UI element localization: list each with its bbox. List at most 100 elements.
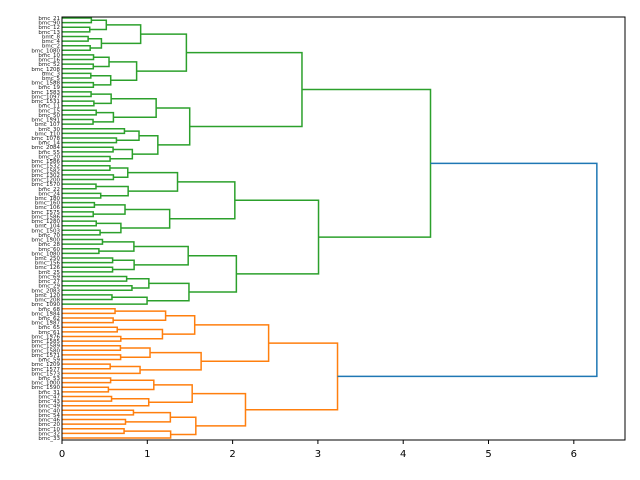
dendrogram-link xyxy=(162,314,196,335)
dendrogram-link xyxy=(186,51,303,128)
dendrogram-link xyxy=(62,155,111,162)
dendrogram-link xyxy=(62,354,122,361)
dendrogram-link xyxy=(62,201,96,208)
leaf-label: bmc_27 xyxy=(38,279,60,285)
root-link xyxy=(337,162,598,378)
dendrogram-link xyxy=(62,266,114,273)
dendrogram-link xyxy=(301,88,432,238)
dendrogram-link xyxy=(110,148,134,160)
leaf-label: bmc_33 xyxy=(38,436,60,442)
dendrogram-link xyxy=(148,384,193,403)
dendrogram-link xyxy=(245,342,339,411)
leaf-label: bmc_1580 xyxy=(31,348,60,354)
dendrogram-link xyxy=(62,294,113,301)
dendrogram-link xyxy=(125,411,172,423)
leaf-label: bmc_1586 xyxy=(31,214,60,220)
leaf-label: bmc_15 xyxy=(38,108,60,114)
leaf-label: bmc_1532 xyxy=(31,164,60,170)
dendrogram-link xyxy=(62,109,97,116)
dendrogram-link xyxy=(116,130,140,142)
leaf-label: bmc_12 xyxy=(38,25,60,31)
dendrogram-link xyxy=(62,63,95,70)
dendrogram-link xyxy=(113,310,167,322)
dendrogram-link xyxy=(62,183,97,190)
leaf-label: bmc_46 xyxy=(38,418,60,424)
dendrogram-link xyxy=(93,56,110,68)
leaf-label: bmc_1531 xyxy=(31,99,60,105)
leaf-label: bmc_1090 xyxy=(31,302,60,308)
leaf-label: bmc_107 xyxy=(35,122,61,128)
leaf-label: bmc_49 xyxy=(38,404,60,410)
leaf-label: bmc_1584 xyxy=(31,311,60,317)
dendrogram-link xyxy=(62,296,148,305)
dendrogram-link xyxy=(62,335,122,342)
dendrogram-link xyxy=(62,137,118,144)
leaf-label: bmc_40 xyxy=(38,408,60,414)
x-tick-label: 5 xyxy=(485,449,491,460)
x-tick-label: 2 xyxy=(229,449,235,460)
leaf-label: bmc_50 xyxy=(38,113,60,119)
dendrogram-link xyxy=(62,409,135,416)
dendrogram-link xyxy=(62,398,150,407)
leaf-label: bmc_1097 xyxy=(31,94,60,100)
dendrogram-link xyxy=(188,254,238,293)
leaf-label: bmc_1590 xyxy=(31,385,60,391)
leaf-label: bmc_1577 xyxy=(31,367,60,373)
leaf-label: bmc_1583 xyxy=(31,90,60,96)
leaf-label: bmc_19 xyxy=(38,85,60,91)
leaf-labels: bmc_21bmc_90bmc_12bmc_13bmc_8bmc_4bmc_2b… xyxy=(31,16,60,442)
leaf-label: bmc_1575 xyxy=(31,210,60,216)
leaf-label: bmc_1080 xyxy=(31,48,60,54)
dendrogram-link xyxy=(234,199,320,275)
leaf-label: bmc_30 xyxy=(38,127,60,133)
leaf-label: bmc_120 xyxy=(35,293,61,299)
leaf-label: bmc_68 xyxy=(38,307,60,313)
leaf-label: bmc_1576 xyxy=(31,334,60,340)
dendrogram-link xyxy=(169,181,236,220)
dendrogram-link xyxy=(90,74,112,86)
dendrogram-link xyxy=(62,26,91,33)
leaf-label: bmc_106 xyxy=(35,205,61,211)
leaf-label: bmc_4 xyxy=(42,39,61,45)
leaf-label: bmc_53 xyxy=(38,376,60,382)
x-tick-label: 1 xyxy=(144,449,150,460)
leaf-label: bmc_24 xyxy=(38,191,60,197)
dendrogram-link xyxy=(62,365,141,375)
dendrogram-link xyxy=(62,229,101,236)
leaf-label: bmc_43 xyxy=(38,399,60,405)
dendrogram-link xyxy=(93,204,126,215)
dendrogram-link xyxy=(170,416,197,436)
dendrogram-links xyxy=(62,17,598,439)
dendrogram-link xyxy=(62,72,92,79)
axes-frame xyxy=(61,16,626,441)
dendrogram-link xyxy=(62,284,133,292)
leaf-label: bmc_1588 xyxy=(31,81,60,87)
dendrogram-link xyxy=(127,171,179,192)
leaf-label: bmc_250 xyxy=(35,256,61,262)
leaf-label: bmc_2 xyxy=(42,44,60,50)
dendrogram-link xyxy=(62,192,102,199)
leaf-label: bmc_25 xyxy=(38,270,60,276)
dendrogram-link xyxy=(88,38,103,49)
x-tick-label: 4 xyxy=(400,449,406,460)
leaf-label: bmc_28 xyxy=(38,242,60,248)
dendrogram-link xyxy=(147,282,190,302)
leaf-label: bmc_1571 xyxy=(31,353,60,359)
leaf-label: bmc_2084 xyxy=(31,145,60,151)
dendrogram-link xyxy=(62,428,125,435)
leaf-label: bmc_11 xyxy=(38,104,60,110)
leaf-label: bmc_69 xyxy=(38,274,60,280)
leaf-label: bmc_16 xyxy=(38,58,60,64)
dendrogram-link xyxy=(108,379,155,391)
dendrogram-link xyxy=(62,174,115,181)
leaf-label: bmc_1200 xyxy=(31,178,60,184)
dendrogram-link xyxy=(62,430,172,439)
leaf-label: bmc_3 xyxy=(42,71,61,77)
leaf-label: bmc_59 xyxy=(38,358,60,364)
dendrogram-link xyxy=(62,248,100,255)
dendrogram-link xyxy=(62,35,89,42)
leaf-label: bmc_1591 xyxy=(31,118,60,124)
leaf-label: bmc_32 xyxy=(38,431,60,437)
leaf-label: bmc_1586 xyxy=(31,159,60,165)
leaf-label: bmc_180 xyxy=(35,196,61,202)
